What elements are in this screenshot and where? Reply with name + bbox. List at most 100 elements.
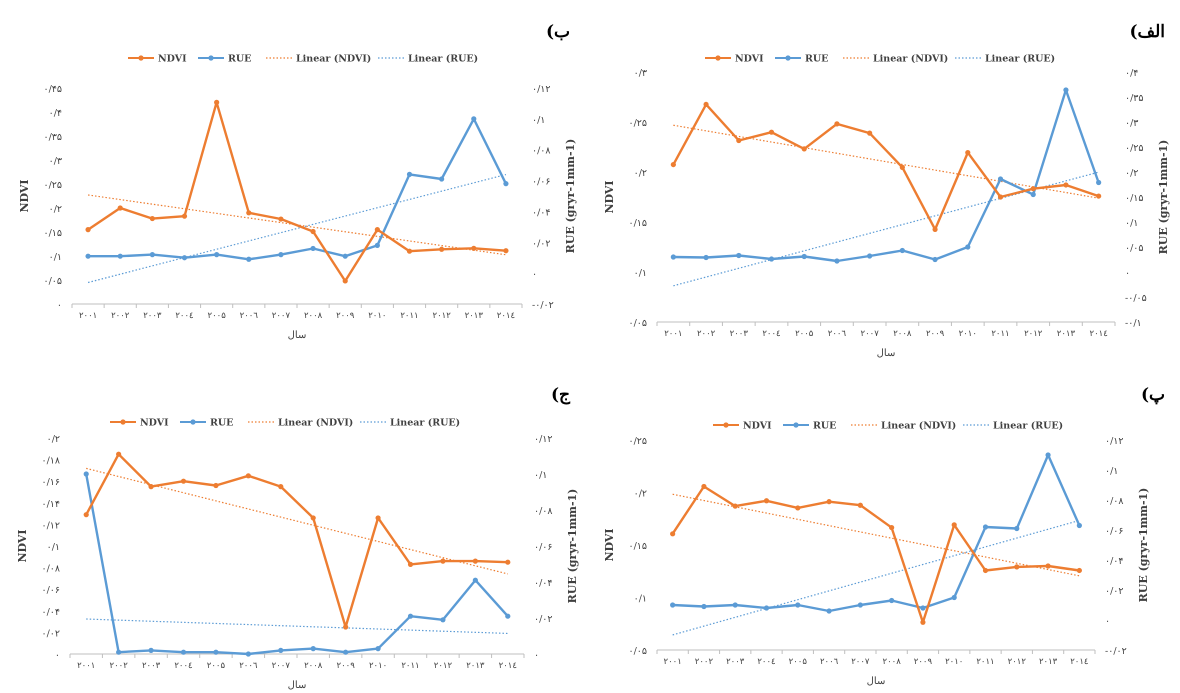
left-tick-label: ۰/۴ <box>49 108 62 119</box>
left-tick-label: ۰ <box>55 650 60 661</box>
data-point-rue <box>932 256 938 263</box>
data-point-rue <box>278 647 284 653</box>
x-tick-label: ۲۰۱۰ <box>945 657 963 667</box>
legend-marker <box>723 422 729 428</box>
x-tick-label: ۲۰۰۸ <box>304 311 323 321</box>
x-tick-label: ۲۰۱۳ <box>1057 329 1076 339</box>
series-line-rue <box>673 88 1100 263</box>
right-tick-label: ۰/۱ <box>532 115 545 126</box>
data-point-rue <box>826 608 832 614</box>
data-point-ndvi <box>826 499 832 505</box>
data-point-ndvi <box>867 130 873 136</box>
x-tick-label: ۲۰۰۹ <box>926 329 945 339</box>
right-tick-label: ۰/۲ <box>1125 168 1138 179</box>
left-tick-label: ۰ <box>57 300 62 311</box>
x-tick-label: ۲۰۱۳ <box>466 661 485 671</box>
legend-marker <box>208 55 214 61</box>
data-point-rue <box>670 254 676 260</box>
left-tick-label: ۰/۱ <box>49 252 62 263</box>
data-point-ndvi <box>997 194 1004 200</box>
x-axis-title: سال <box>867 676 886 687</box>
x-tick-label: ۲۰۱٤ <box>1090 329 1109 339</box>
left-axis-title: NDVI <box>18 179 31 212</box>
x-tick-label: ۲۰۰۷ <box>272 311 291 321</box>
x-tick-label: ۲۰۰۲ <box>695 657 714 667</box>
data-point-ndvi <box>920 619 926 625</box>
legend-label: Linear (NDVI) <box>296 54 371 65</box>
data-point-ndvi <box>214 99 220 105</box>
right-tick-label: ۰/۳ <box>1125 118 1139 129</box>
data-point-rue <box>85 253 91 259</box>
data-point-rue <box>245 651 251 657</box>
legend-label: Linear (NDVI) <box>278 418 353 429</box>
data-point-ndvi <box>440 558 446 564</box>
x-tick-label: ۲۰۱٤ <box>497 311 516 321</box>
data-point-ndvi <box>181 213 188 219</box>
right-tick-label: ۰/۰۴ <box>1105 556 1124 567</box>
data-point-rue <box>116 649 122 655</box>
data-point-rue <box>505 613 511 619</box>
data-point-ndvi <box>1030 186 1036 192</box>
data-point-ndvi <box>148 484 154 490</box>
data-point-ndvi <box>1076 567 1082 574</box>
x-tick-label: ۲۰۱۳ <box>1039 657 1058 667</box>
x-tick-label: ۲۰۰۲ <box>110 661 129 671</box>
right-axis-title: RUE (gryr-1mm-1) <box>564 139 577 254</box>
legend-label: NDVI <box>743 421 772 432</box>
x-tick-label: ۲۰۰۸ <box>304 661 323 671</box>
left-tick-label: ۰/۰۵ <box>628 646 647 657</box>
data-point-ndvi <box>1063 182 1069 188</box>
trendline-rue <box>672 519 1080 636</box>
x-tick-label: ۲۰۰۳ <box>142 661 161 671</box>
x-tick-label: ۲۰۰۲ <box>111 311 130 321</box>
data-point-ndvi <box>736 137 742 144</box>
x-tick-label: ۲۰۱۲ <box>1024 329 1043 339</box>
legend-label: NDVI <box>735 54 764 65</box>
series-line-rue <box>88 117 507 261</box>
left-tick-label: ۰/۱۸ <box>41 456 60 467</box>
x-tick-label: ۲۰۱۰ <box>368 311 386 321</box>
data-point-ndvi <box>117 205 123 211</box>
data-point-ndvi <box>889 524 895 531</box>
right-tick-label: -۰/۰۲ <box>532 300 554 311</box>
x-tick-label: ۲۰۰۷ <box>272 661 291 671</box>
data-point-rue <box>213 649 219 655</box>
data-point-rue <box>407 613 414 619</box>
left-tick-label: ۰/۰۵ <box>628 318 647 329</box>
data-point-ndvi <box>245 473 251 479</box>
right-tick-label: ۰/۰۶ <box>534 542 553 553</box>
data-point-rue <box>214 252 220 258</box>
data-point-rue <box>768 256 775 262</box>
data-point-ndvi <box>1045 563 1051 569</box>
data-point-ndvi <box>670 161 676 168</box>
data-point-rue <box>83 471 89 477</box>
x-tick-label: ۲۰۰۵ <box>795 329 814 339</box>
data-point-ndvi <box>899 164 905 170</box>
right-tick-label: ۰/۰۵ <box>1125 243 1144 254</box>
data-point-rue <box>148 647 154 653</box>
right-tick-label: -۰/۰۲ <box>1105 646 1127 657</box>
right-tick-label: ۰ <box>1125 268 1130 279</box>
right-axis-title: RUE (gryr-1mm-1) <box>566 489 579 604</box>
left-tick-label: ۰/۱۵ <box>628 541 647 552</box>
data-point-ndvi <box>857 502 863 508</box>
data-point-rue <box>472 577 478 583</box>
left-tick-label: ۰/۱۶ <box>41 477 60 488</box>
data-point-rue <box>763 605 770 611</box>
series-line-ndvi <box>85 452 508 629</box>
data-point-rue <box>1045 452 1051 458</box>
right-tick-label: ۰/۰۲ <box>1105 586 1124 597</box>
right-tick-label: ۰/۴ <box>1125 68 1138 79</box>
right-axis-title: RUE (gryr-1mm-1) <box>1137 488 1150 603</box>
data-point-ndvi <box>406 248 413 254</box>
x-tick-label: ۲۰۰۱ <box>664 657 682 667</box>
right-tick-label: ۰/۳۵ <box>1125 93 1144 104</box>
data-point-rue <box>982 524 989 530</box>
x-tick-label: ۲۰۰٦ <box>239 661 258 671</box>
right-axis-title: RUE (gryr-1mm-1) <box>1157 140 1170 255</box>
x-tick-label: ۲۰۰۳ <box>143 311 162 321</box>
x-tick-label: ۲۰۰٦ <box>820 657 839 667</box>
x-tick-label: ۲۰۱۱ <box>400 311 418 321</box>
data-point-ndvi <box>180 478 187 484</box>
series-line-ndvi <box>672 103 1099 231</box>
